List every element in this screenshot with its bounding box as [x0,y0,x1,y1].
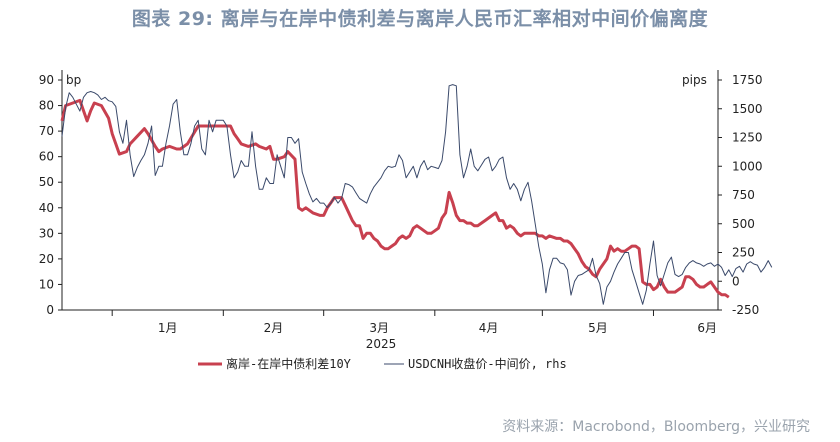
y-right-tick-label: 0 [732,274,740,288]
chart-axes: 0 10 20 30 40 50 60 70 80 90 -250 0 250 500 750 1000 125… [39,70,763,351]
legend-label-spread: 离岸-在岸中债利差10Y [226,356,352,371]
y-right-tick-label: 750 [732,188,755,202]
y-left-tick-label: 70 [39,124,54,138]
chart-legend: 离岸-在岸中债利差10Y USDCNH收盘价-中间价, rhs [198,356,567,371]
y-right-tick-label: -250 [732,303,759,317]
series-line-usdcnh [61,84,773,305]
y-left-tick-label: 40 [39,201,54,215]
y-right-tick-label: 1250 [732,131,763,145]
y-right-tick-label: 1000 [732,159,763,173]
x-tick-label: 1月 [158,321,178,335]
source-note: 资料来源：Macrobond，Bloomberg，兴业研究 [502,419,810,435]
y-right-tick-label: 1750 [732,73,763,87]
y-right-unit: pips [682,73,707,87]
y-left-tick-label: 20 [39,252,54,266]
y-left-tick-label: 30 [39,226,54,240]
y-left-tick-label: 60 [39,150,54,164]
series-line-spread [60,98,730,299]
y-left-tick-label: 90 [39,73,54,87]
y-left-unit: bp [66,73,81,87]
x-tick-label: 3月 [369,321,389,335]
x-axis-title: 2025 [366,337,397,351]
x-tick-label: 2月 [264,321,284,335]
x-tick-label: 5月 [588,321,608,335]
y-left-tick-label: 10 [39,277,54,291]
x-tick-label: 6月 [697,321,717,335]
y-right-tick-label: 1500 [732,102,763,116]
legend-label-usdcnh: USDCNH收盘价-中间价, rhs [408,356,567,371]
y-right-tick-label: 500 [732,217,755,231]
y-left-tick-label: 50 [39,175,54,189]
y-left-tick-label: 80 [39,99,54,113]
y-right-tick-label: 250 [732,246,755,260]
chart-title: 图表 29: 离岸与在岸中债利差与离岸人民币汇率相对中间价偏离度 [131,8,709,30]
chart-series [60,84,773,305]
y-left-tick-label: 0 [46,303,54,317]
x-tick-label: 4月 [479,321,499,335]
